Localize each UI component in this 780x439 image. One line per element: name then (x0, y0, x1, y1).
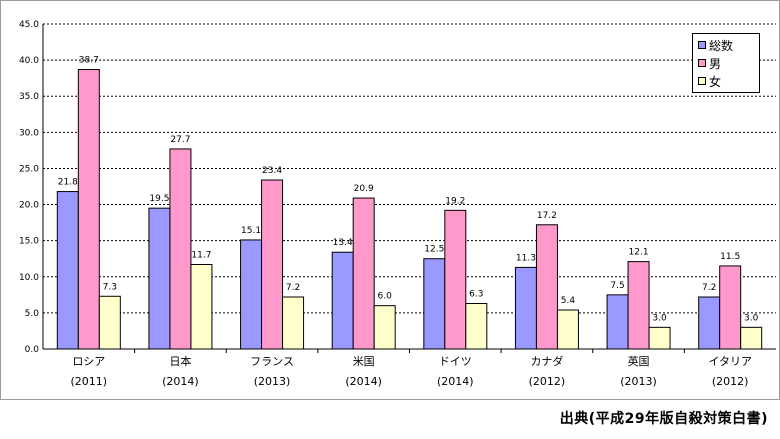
chart-frame: 0.0 5.0 10.0 15.0 20.0 25.0 30.0 35.0 40.0 45.0 21… (0, 0, 780, 400)
x-tick-label-year: (2012) (529, 375, 566, 388)
legend-item-female: 女 (698, 73, 721, 89)
data-label-total: 11.3 (516, 253, 536, 263)
bar-chart: 0.0 5.0 10.0 15.0 20.0 25.0 30.0 35.0 40.0 45.0 21… (19, 20, 776, 388)
bar-total (606, 294, 629, 350)
data-label-female: 5.4 (561, 296, 576, 306)
data-label-total: 19.5 (149, 194, 169, 204)
data-label-total: 7.5 (610, 281, 624, 291)
x-tick-label-year: (2011) (71, 375, 108, 388)
y-tick-label: 30.0 (19, 128, 39, 138)
x-tick-label-country: カナダ (530, 354, 563, 368)
y-tick-label: 20.0 (19, 201, 39, 211)
data-label-male: 17.2 (537, 211, 557, 221)
bar-male (352, 197, 375, 350)
x-tick-label-year: (2014) (345, 375, 382, 388)
bar-total (423, 258, 446, 350)
data-label-male: 19.2 (445, 196, 465, 206)
source-note: 出典(平成29年版自殺対策白書) (559, 411, 768, 427)
bar-male (261, 179, 284, 350)
x-tick-label-country: 英国 (628, 354, 650, 368)
bar-female (740, 326, 763, 350)
data-label-male: 27.7 (170, 135, 190, 145)
y-tick-label: 40.0 (19, 56, 39, 66)
data-label-total: 15.1 (241, 226, 261, 236)
y-tick-label: 25.0 (19, 164, 39, 174)
data-label-male: 11.5 (720, 252, 740, 262)
x-tick-label-country: 米国 (353, 355, 375, 368)
legend-item-male: 男 (698, 55, 721, 71)
y-tick-label: 15.0 (19, 237, 39, 247)
y-tick-label: 45.0 (19, 20, 39, 30)
bar-total (331, 251, 354, 350)
legend-swatch-female (698, 77, 706, 85)
bar-female (282, 296, 305, 350)
bar-male (627, 261, 650, 350)
bar-total (56, 191, 79, 350)
x-tick-label-year: (2013) (620, 375, 657, 388)
bar-male (719, 265, 742, 350)
x-tick-label-year: (2013) (254, 375, 291, 388)
x-tick-label-country: イタリア (708, 355, 752, 368)
data-label-female: 3.0 (652, 313, 667, 323)
data-label-total: 7.2 (702, 283, 716, 293)
bar-female (98, 295, 121, 350)
y-tick-label: 35.0 (19, 92, 39, 102)
data-label-male: 20.9 (354, 184, 374, 194)
data-label-female: 6.3 (469, 290, 483, 300)
bar-total (698, 296, 721, 350)
data-label-female: 3.0 (744, 313, 759, 323)
legend-item-total: 総数 (698, 37, 733, 53)
bar-male (535, 224, 558, 350)
bar-male (444, 209, 467, 350)
y-tick-label: 5.0 (25, 309, 40, 319)
bar-female (556, 309, 579, 350)
x-tick-label-year: (2014) (162, 375, 199, 388)
legend-label-female: 女 (709, 74, 722, 89)
x-tick-label-country: ロシア (72, 355, 105, 368)
bar-male (169, 148, 192, 350)
y-tick-label: 10.0 (19, 273, 39, 283)
bar-total (514, 266, 537, 350)
bar-female (465, 303, 488, 350)
bar-female (373, 305, 396, 350)
y-tick-label: 0.0 (25, 345, 40, 355)
legend-label-total: 総数 (709, 38, 734, 53)
data-label-total: 13.4 (333, 238, 353, 248)
data-label-male: 23.4 (262, 166, 282, 176)
data-label-total: 12.5 (424, 245, 444, 255)
bar-male (77, 69, 100, 350)
data-label-male: 12.1 (629, 248, 649, 258)
chart-legend: 総数 男 女 (692, 33, 760, 93)
legend-label-male: 男 (709, 56, 722, 71)
bar-total (240, 239, 263, 350)
data-label-female: 11.7 (191, 251, 211, 261)
legend-swatch-male (698, 59, 706, 67)
data-label-female: 7.3 (103, 282, 117, 292)
bar-female (190, 264, 213, 350)
x-tick-label-year: (2014) (437, 375, 474, 388)
x-tick-label-country: フランス (250, 355, 294, 368)
bar-female (648, 326, 671, 350)
legend-swatch-total (698, 41, 706, 49)
data-label-female: 6.0 (378, 292, 393, 302)
data-label-male: 38.7 (79, 56, 99, 66)
data-label-total: 21.8 (58, 178, 78, 188)
x-tick-label-country: 日本 (169, 354, 191, 368)
x-tick-label-country: ドイツ (439, 355, 472, 368)
x-tick-label-year: (2012) (712, 375, 749, 388)
data-label-female: 7.2 (286, 283, 300, 293)
bar-total (148, 207, 171, 350)
